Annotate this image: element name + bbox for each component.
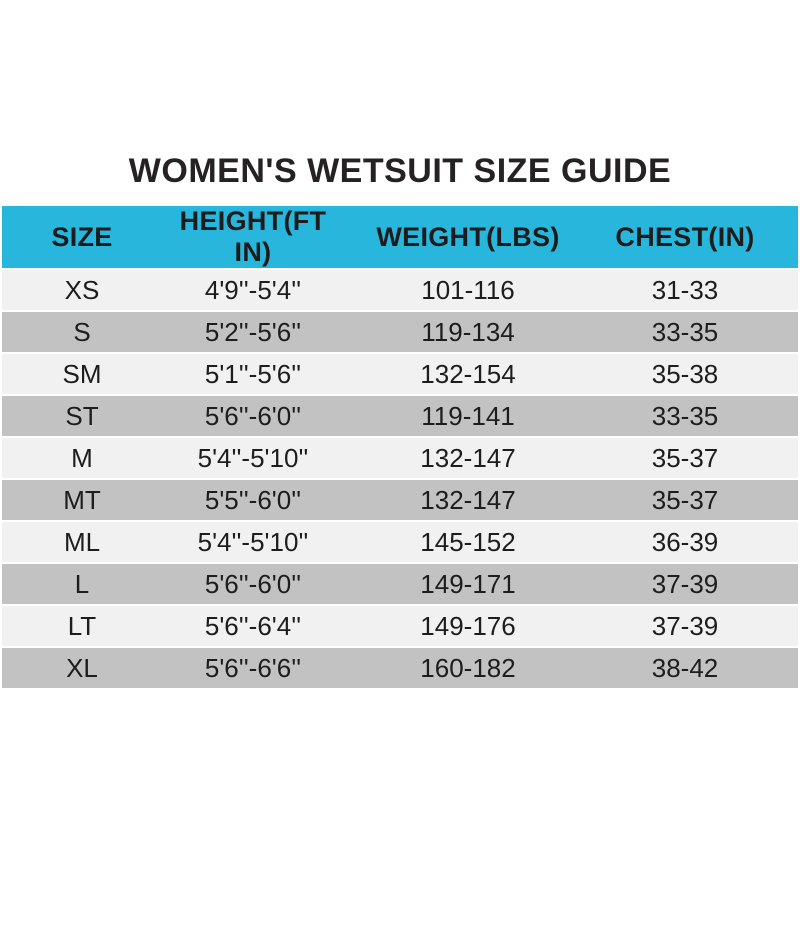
cell-chest: 38-42: [592, 648, 798, 688]
page-title: WOMEN'S WETSUIT SIZE GUIDE: [128, 152, 672, 190]
cell-weight: 132-147: [344, 480, 592, 520]
cell-height: 5'5''-6'0'': [162, 480, 344, 520]
table-row-xs: XS 4'9''-5'4'' 101-116 31-33: [2, 270, 798, 310]
table-row-m: M 5'4''-5'10'' 132-147 35-37: [2, 438, 798, 478]
cell-size: XS: [2, 270, 162, 310]
cell-weight: 119-141: [344, 396, 592, 436]
cell-height: 5'4''-5'10'': [162, 522, 344, 562]
cell-chest: 37-39: [592, 606, 798, 646]
table-row-lt: LT 5'6''-6'4'' 149-176 37-39: [2, 606, 798, 646]
cell-weight: 119-134: [344, 312, 592, 352]
cell-height: 5'6''-6'4'': [162, 606, 344, 646]
cell-size: SM: [2, 354, 162, 394]
column-header-chest: CHEST(IN): [592, 206, 798, 268]
cell-weight: 149-171: [344, 564, 592, 604]
table-row-mt: MT 5'5''-6'0'' 132-147 35-37: [2, 480, 798, 520]
cell-size: ML: [2, 522, 162, 562]
cell-chest: 35-38: [592, 354, 798, 394]
cell-chest: 33-35: [592, 312, 798, 352]
cell-chest: 37-39: [592, 564, 798, 604]
cell-size: LT: [2, 606, 162, 646]
cell-height: 4'9''-5'4'': [162, 270, 344, 310]
cell-size: XL: [2, 648, 162, 688]
cell-height: 5'6''-6'6'': [162, 648, 344, 688]
table-row-l: L 5'6''-6'0'' 149-171 37-39: [2, 564, 798, 604]
table-row-s: S 5'2''-5'6'' 119-134 33-35: [2, 312, 798, 352]
cell-weight: 145-152: [344, 522, 592, 562]
cell-weight: 149-176: [344, 606, 592, 646]
cell-size: M: [2, 438, 162, 478]
cell-weight: 101-116: [344, 270, 592, 310]
cell-chest: 36-39: [592, 522, 798, 562]
table-row-xl: XL 5'6''-6'6'' 160-182 38-42: [2, 648, 798, 688]
table-row-ml: ML 5'4''-5'10'' 145-152 36-39: [2, 522, 798, 562]
column-header-weight: WEIGHT(LBS): [344, 206, 592, 268]
size-guide-page: WOMEN'S WETSUIT SIZE GUIDE SIZE HEIGHT(F…: [0, 150, 800, 950]
cell-height: 5'1''-5'6'': [162, 354, 344, 394]
cell-chest: 33-35: [592, 396, 798, 436]
table-row-sm: SM 5'1''-5'6'' 132-154 35-38: [2, 354, 798, 394]
cell-weight: 132-147: [344, 438, 592, 478]
column-header-size: SIZE: [2, 206, 162, 268]
cell-size: MT: [2, 480, 162, 520]
cell-chest: 35-37: [592, 438, 798, 478]
cell-weight: 160-182: [344, 648, 592, 688]
cell-weight: 132-154: [344, 354, 592, 394]
cell-size: L: [2, 564, 162, 604]
size-guide-table: SIZE HEIGHT(FT IN) WEIGHT(LBS) CHEST(IN)…: [2, 204, 798, 690]
cell-height: 5'6''-6'0'': [162, 396, 344, 436]
cell-size: S: [2, 312, 162, 352]
cell-height: 5'6''-6'0'': [162, 564, 344, 604]
table-row-st: ST 5'6''-6'0'' 119-141 33-35: [2, 396, 798, 436]
cell-size: ST: [2, 396, 162, 436]
column-header-height: HEIGHT(FT IN): [162, 206, 344, 268]
cell-chest: 31-33: [592, 270, 798, 310]
cell-chest: 35-37: [592, 480, 798, 520]
table-header-row: SIZE HEIGHT(FT IN) WEIGHT(LBS) CHEST(IN): [2, 206, 798, 268]
cell-height: 5'2''-5'6'': [162, 312, 344, 352]
cell-height: 5'4''-5'10'': [162, 438, 344, 478]
